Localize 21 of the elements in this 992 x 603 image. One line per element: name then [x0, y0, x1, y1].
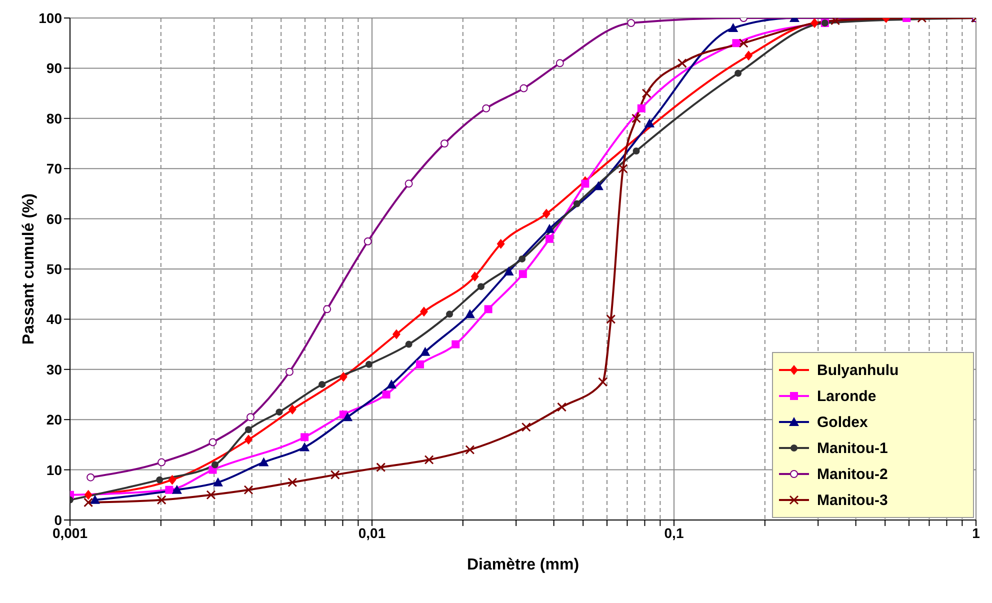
x-tick-label: 1: [972, 524, 980, 541]
x-axis-title: Diamètre (mm): [466, 556, 580, 574]
legend-label: Manitou-3: [817, 492, 888, 508]
y-tick-label: 30: [46, 361, 62, 378]
y-tick-label: 10: [46, 462, 62, 478]
legend-label: Manitou-1: [817, 440, 888, 456]
y-tick-label: 90: [46, 60, 62, 76]
x-tick-label: 0,01: [358, 524, 386, 541]
y-tick-label: 60: [46, 210, 62, 227]
x-tick-label: 0,1: [664, 524, 684, 541]
y-tick-label: 50: [46, 260, 62, 277]
legend-label: Laronde: [817, 388, 876, 404]
y-tick-label: 70: [46, 160, 62, 177]
y-tick-label: 100: [38, 10, 62, 26]
legend-label: Bulyanhulu: [817, 362, 899, 378]
legend-label: Goldex: [817, 414, 868, 430]
y-tick-label: 80: [46, 110, 62, 126]
y-tick-label: 40: [46, 311, 62, 328]
legend-label: Manitou-2: [817, 466, 888, 482]
y-axis-title: Passant cumulé (%): [20, 193, 38, 345]
y-tick-label: 20: [46, 412, 62, 428]
